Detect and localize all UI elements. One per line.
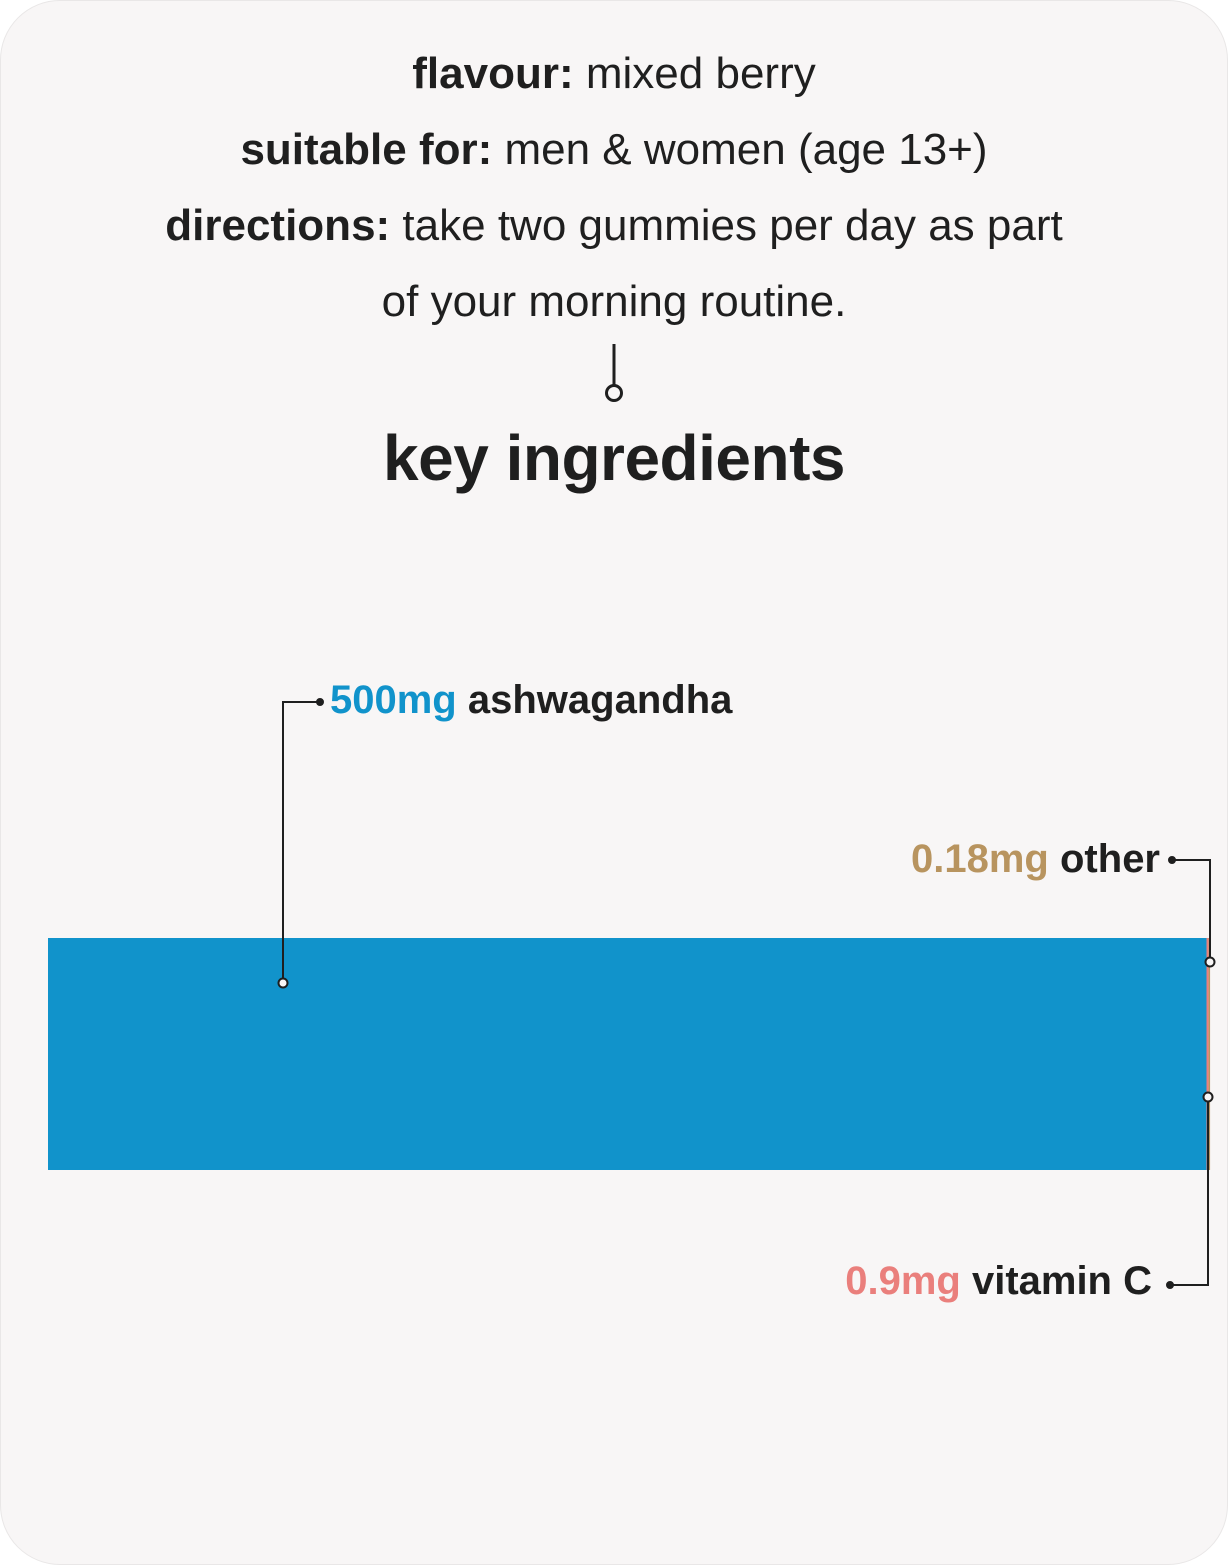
leader-vitamin-c-end xyxy=(1166,1281,1174,1289)
leader-lines xyxy=(277,698,1216,1289)
chart-title: key ingredients xyxy=(383,422,846,494)
amount-other: 0.18mg xyxy=(911,837,1049,881)
leader-vitamin-c xyxy=(1170,1097,1209,1286)
leader-vitamin-c-anchor xyxy=(1202,1091,1214,1103)
leader-ashwagandha xyxy=(282,701,320,983)
bar-group xyxy=(48,938,1211,1170)
leader-other xyxy=(1172,859,1211,962)
divider-connector xyxy=(605,344,623,402)
flavour-label: flavour: xyxy=(412,49,574,98)
directions-line-2: of your morning routine. xyxy=(0,276,1228,328)
label-ashwagandha: 500mg ashwagandha xyxy=(330,676,732,724)
name-other: other xyxy=(1060,837,1160,881)
label-vitamin-c: 0.9mg vitamin C xyxy=(845,1257,1152,1305)
label-other: 0.18mg other xyxy=(911,835,1160,883)
name-ashwagandha: ashwagandha xyxy=(467,678,733,722)
directions-label: directions: xyxy=(165,201,391,250)
name-vitamin-c: vitamin C xyxy=(971,1259,1152,1303)
suitable-value: men & women (age 13+) xyxy=(504,125,988,174)
leader-other-anchor xyxy=(1204,956,1216,968)
leader-other-end xyxy=(1168,856,1176,864)
flavour-line: flavour: mixed berry xyxy=(0,48,1228,100)
amount-vitamin-c: 0.9mg xyxy=(845,1259,961,1303)
bar-segment-other xyxy=(1208,938,1211,1170)
suitable-label: suitable for: xyxy=(240,125,493,174)
flavour-value: mixed berry xyxy=(585,49,816,98)
bar-segment-vitamin-c xyxy=(1206,938,1209,1170)
amount-ashwagandha: 500mg xyxy=(330,678,457,722)
suitable-line: suitable for: men & women (age 13+) xyxy=(0,124,1228,176)
leader-ashwagandha-end xyxy=(316,698,324,706)
directions-value-line2: of your morning routine. xyxy=(381,277,847,326)
directions-value-line1: take two gummies per day as part xyxy=(402,201,1063,250)
directions-line: directions: take two gummies per day as … xyxy=(0,200,1228,252)
bar-segment-ashwagandha xyxy=(48,938,1207,1170)
leader-ashwagandha-anchor xyxy=(277,977,289,989)
